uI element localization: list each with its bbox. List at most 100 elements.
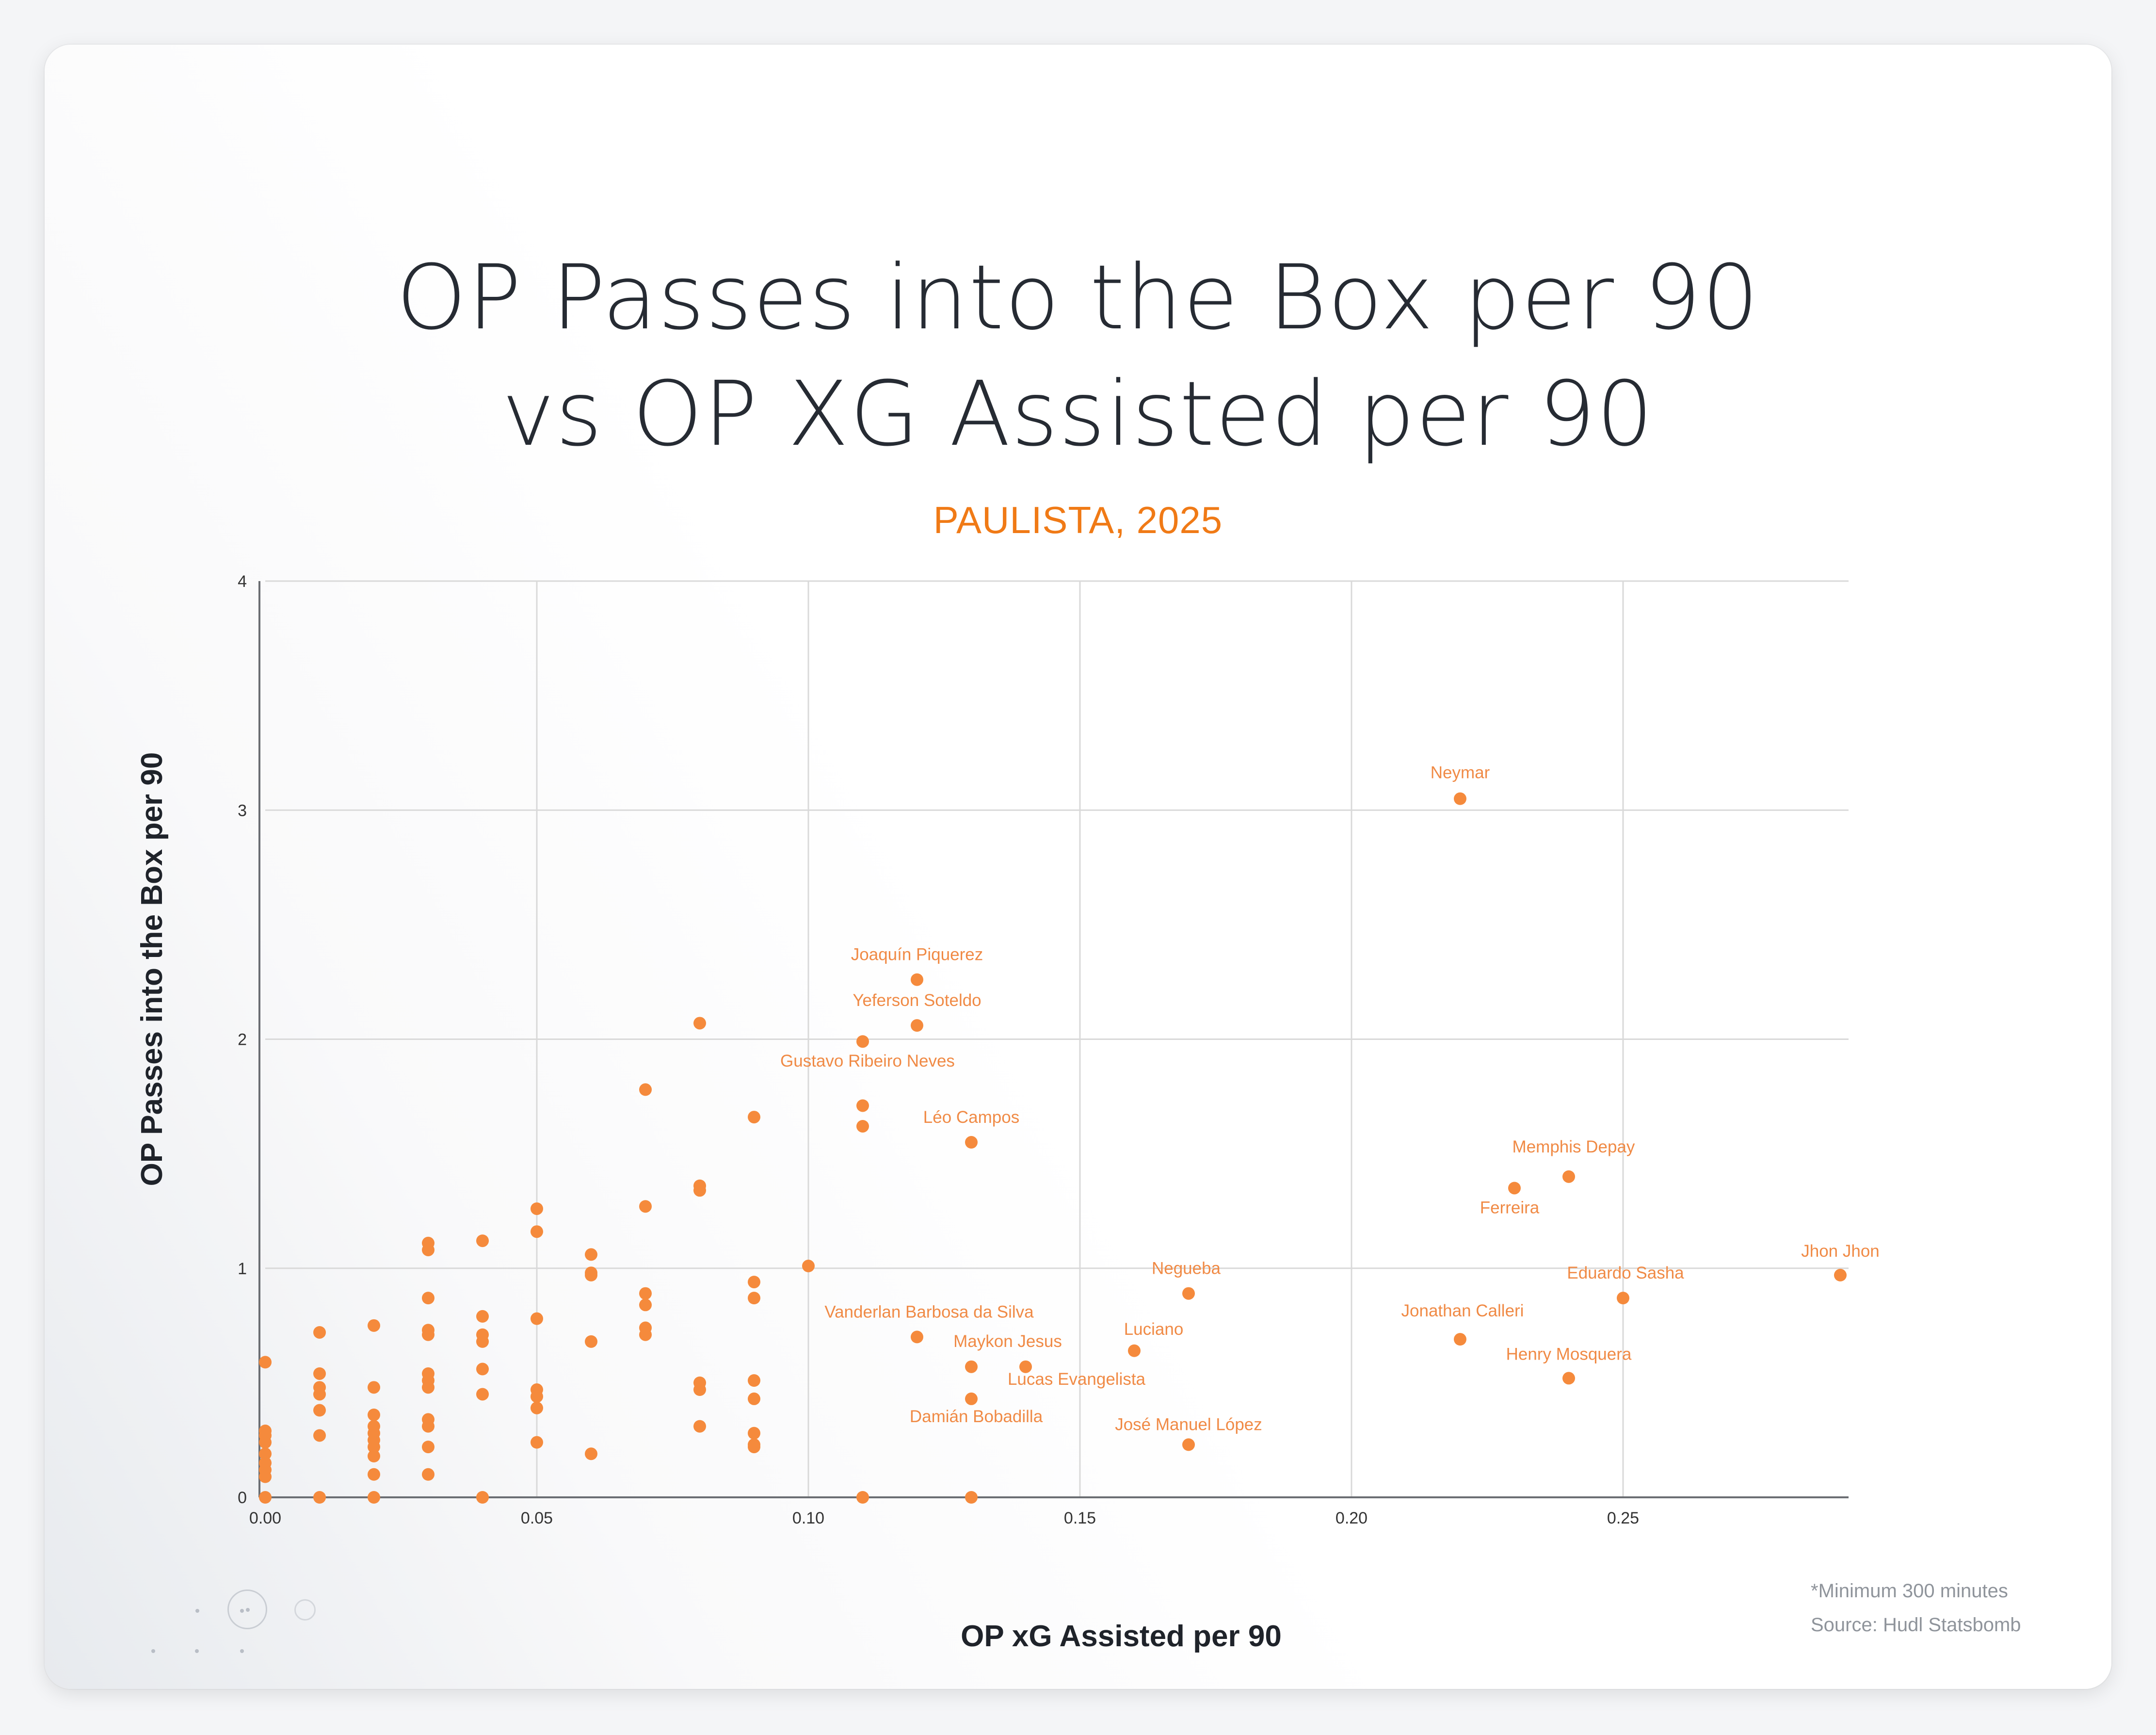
data-point	[748, 1111, 760, 1124]
data-point	[531, 1436, 543, 1449]
data-point	[639, 1298, 652, 1312]
player-label: Henry Mosquera	[1506, 1345, 1632, 1363]
data-point	[531, 1390, 543, 1403]
data-point	[693, 1184, 706, 1197]
player-label: Léo Campos	[923, 1108, 1019, 1127]
data-point	[693, 1383, 706, 1396]
data-point	[422, 1381, 434, 1394]
decorative-dot	[246, 1608, 250, 1612]
data-point	[585, 1248, 597, 1261]
data-point-labeled	[1562, 1372, 1575, 1385]
decorative-dot	[195, 1609, 199, 1613]
data-point-labeled	[965, 1392, 978, 1405]
data-point	[639, 1328, 652, 1341]
player-label: Joaquín Piquerez	[851, 945, 983, 964]
player-label: José Manuel López	[1115, 1415, 1262, 1434]
data-point	[531, 1401, 543, 1414]
data-point	[422, 1328, 434, 1341]
x-tick-label: 0.05	[521, 1509, 553, 1527]
x-tick-label: 0.25	[1607, 1509, 1639, 1527]
data-point	[368, 1449, 380, 1462]
y-tick-label: 0	[238, 1489, 247, 1507]
data-point	[476, 1388, 489, 1401]
data-point-labeled	[1617, 1292, 1629, 1305]
data-point	[748, 1374, 760, 1387]
data-point	[748, 1441, 760, 1454]
data-point	[422, 1420, 434, 1433]
data-point	[259, 1447, 272, 1460]
data-point	[639, 1083, 652, 1096]
player-label: Yeferson Soteldo	[853, 991, 981, 1010]
data-point-labeled	[1834, 1268, 1847, 1281]
data-point	[259, 1356, 272, 1369]
data-point	[368, 1468, 380, 1481]
data-point-labeled	[965, 1136, 978, 1149]
decorative-dot	[240, 1649, 244, 1653]
data-point	[639, 1200, 652, 1213]
data-point-labeled	[1454, 1333, 1466, 1346]
data-point	[313, 1491, 326, 1504]
minimum-minutes-note: *Minimum 300 minutes	[1811, 1580, 2008, 1602]
data-point	[585, 1335, 597, 1348]
data-point	[422, 1292, 434, 1305]
data-point	[259, 1436, 272, 1449]
data-point-labeled	[1128, 1344, 1141, 1357]
data-point	[585, 1447, 597, 1460]
data-point	[476, 1491, 489, 1504]
x-axis-label: OP xG Assisted per 90	[961, 1620, 1282, 1653]
y-tick-label: 4	[238, 572, 247, 591]
player-label: Negueba	[1152, 1259, 1221, 1278]
y-axis-label: OP Passes into the Box per 90	[135, 752, 169, 1186]
player-label: Lucas Evangelista	[1008, 1370, 1146, 1389]
data-point	[368, 1319, 380, 1332]
data-point	[693, 1017, 706, 1030]
data-point	[585, 1268, 597, 1281]
data-point	[965, 1491, 978, 1504]
data-point-labeled	[1182, 1438, 1195, 1451]
data-point	[368, 1441, 380, 1454]
decorative-ring	[294, 1599, 316, 1621]
x-tick-label: 0.00	[249, 1509, 281, 1527]
chart-title-line-2: vs OP XG Assisted per 90	[501, 362, 1655, 466]
data-point-labeled	[911, 1019, 923, 1032]
data-point-labeled	[1508, 1182, 1521, 1195]
data-point	[748, 1427, 760, 1440]
data-point-labeled	[1019, 1360, 1032, 1373]
chart-subtitle: PAULISTA, 2025	[933, 499, 1223, 541]
y-tick-label: 2	[238, 1031, 247, 1049]
data-point-labeled	[1562, 1170, 1575, 1183]
data-point	[259, 1470, 272, 1483]
player-label: Eduardo Sasha	[1567, 1264, 1684, 1282]
y-tick-label: 3	[238, 801, 247, 820]
chart-title-line-1: OP Passes into the Box per 90	[396, 246, 1760, 350]
data-point	[313, 1367, 326, 1380]
player-label: Jhon Jhon	[1801, 1242, 1880, 1261]
x-tick-label: 0.20	[1335, 1509, 1368, 1527]
data-point-labeled	[911, 1330, 923, 1344]
chart-card: 0.00 0.05 0.10 0.15 0.20 0.25 0 1 2 3 4 Neymar Joaqu…	[45, 45, 2111, 1689]
data-point	[476, 1234, 489, 1248]
player-label: Ferreira	[1480, 1198, 1540, 1217]
player-label: Neymar	[1431, 763, 1490, 782]
decorative-ring	[227, 1589, 267, 1629]
data-point	[422, 1441, 434, 1454]
data-point	[748, 1276, 760, 1289]
scatter-plot: 0.00 0.05 0.10 0.15 0.20 0.25 0 1 2 3 4 Neymar Joaqu…	[238, 572, 1880, 1527]
data-point	[693, 1420, 706, 1433]
data-point	[748, 1392, 760, 1405]
y-tick-label: 1	[238, 1260, 247, 1278]
source-note: Source: Hudl Statsbomb	[1811, 1614, 2021, 1636]
data-point	[639, 1287, 652, 1300]
data-point	[748, 1292, 760, 1305]
data-point	[368, 1381, 380, 1394]
data-point	[476, 1362, 489, 1376]
data-point	[368, 1408, 380, 1421]
data-point	[856, 1119, 869, 1133]
data-point	[476, 1335, 489, 1348]
data-point	[368, 1491, 380, 1504]
decorative-dot	[151, 1649, 155, 1653]
x-tick-label: 0.10	[792, 1509, 824, 1527]
data-point-labeled	[965, 1360, 978, 1373]
data-point	[313, 1388, 326, 1401]
data-point	[531, 1312, 543, 1325]
